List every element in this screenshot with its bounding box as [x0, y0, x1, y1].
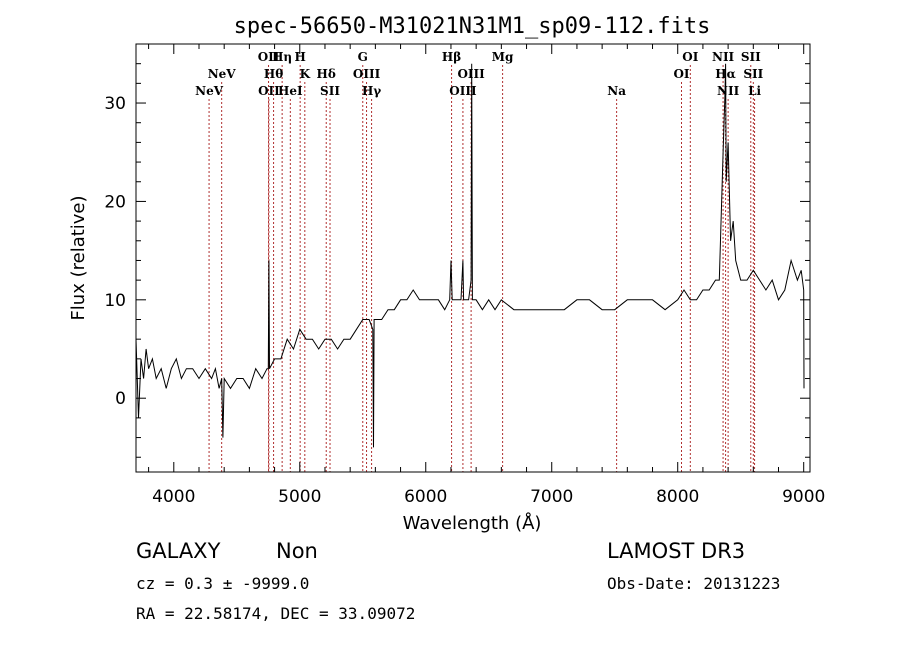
- line-marker-label-15: OIII: [449, 84, 477, 98]
- class-label: GALAXY: [136, 539, 221, 563]
- line-marker-label-20: OI: [682, 50, 698, 64]
- line-marker-label-23: NII: [717, 84, 740, 98]
- y-axis-ticks: 0 10 20 30: [104, 43, 810, 458]
- line-marker-label-6: HeI: [278, 84, 303, 98]
- chart-title: spec-56650-M31021N31M1_sp09-112.fits: [234, 14, 711, 39]
- line-marker-label-13: Hγ: [362, 84, 381, 98]
- x-tick-label-4: 8000: [656, 487, 699, 507]
- line-marker-label-4: Hθ: [264, 67, 283, 81]
- line-marker-label-3: OII: [258, 84, 280, 98]
- line-marker-label-26: Li: [748, 84, 761, 98]
- line-marker-label-14: Hβ: [442, 50, 461, 64]
- line-marker-label-7: H: [294, 50, 305, 64]
- y-tick-label-1: 10: [104, 291, 126, 311]
- obs-date: Obs-Date: 20131223: [607, 574, 780, 593]
- y-tick-label-2: 20: [104, 192, 126, 212]
- y-tick-label-3: 30: [104, 94, 126, 114]
- line-marker-label-19: OI: [673, 67, 689, 81]
- subclass-label: Non: [276, 539, 318, 563]
- x-tick-label-1: 5000: [278, 487, 321, 507]
- line-marker-label-17: Mg: [492, 50, 514, 64]
- coords-readout: RA = 22.58174, DEC = 33.09072: [136, 604, 415, 623]
- line-marker-label-8: K: [300, 67, 311, 81]
- line-marker-label-9: Hδ: [317, 67, 336, 81]
- y-tick-label-0: 0: [115, 389, 126, 409]
- x-tick-label-3: 7000: [530, 487, 573, 507]
- emission-line-markers: [208, 65, 756, 472]
- plot-frame: [135, 43, 811, 473]
- line-marker-label-12: OIII: [353, 67, 381, 81]
- line-marker-label-25: SII: [743, 67, 763, 81]
- line-marker-label-18: Na: [607, 84, 626, 98]
- y-axis-label: Flux (relative): [68, 195, 89, 320]
- x-tick-label-5: 9000: [782, 487, 825, 507]
- spectrum-line: [135, 63, 805, 448]
- line-marker-label-0: NeV: [195, 84, 224, 98]
- line-marker-label-5: Hη: [272, 50, 292, 64]
- line-marker-label-10: SII: [320, 84, 340, 98]
- line-marker-label-2: OII: [258, 50, 280, 64]
- line-marker-label-11: G: [358, 50, 368, 64]
- x-tick-label-2: 6000: [404, 487, 447, 507]
- emission-line-labels: NeV NeV OII OII Hθ Hη HeI HK Hδ SII G OIII Hγ Hβ OIII O…: [195, 50, 764, 98]
- line-marker-label-1: NeV: [208, 67, 237, 81]
- cz-readout: cz = 0.3 ± -9999.0: [136, 574, 309, 593]
- line-marker-label-21: NII: [712, 50, 735, 64]
- x-axis-ticks: 4000 5000 6000 7000 8000 9000: [148, 44, 825, 507]
- survey-label: LAMOST DR3: [607, 539, 745, 563]
- x-tick-label-0: 4000: [152, 487, 195, 507]
- line-marker-label-24: SII: [741, 50, 761, 64]
- x-axis-label: Wavelength (Å): [403, 512, 542, 534]
